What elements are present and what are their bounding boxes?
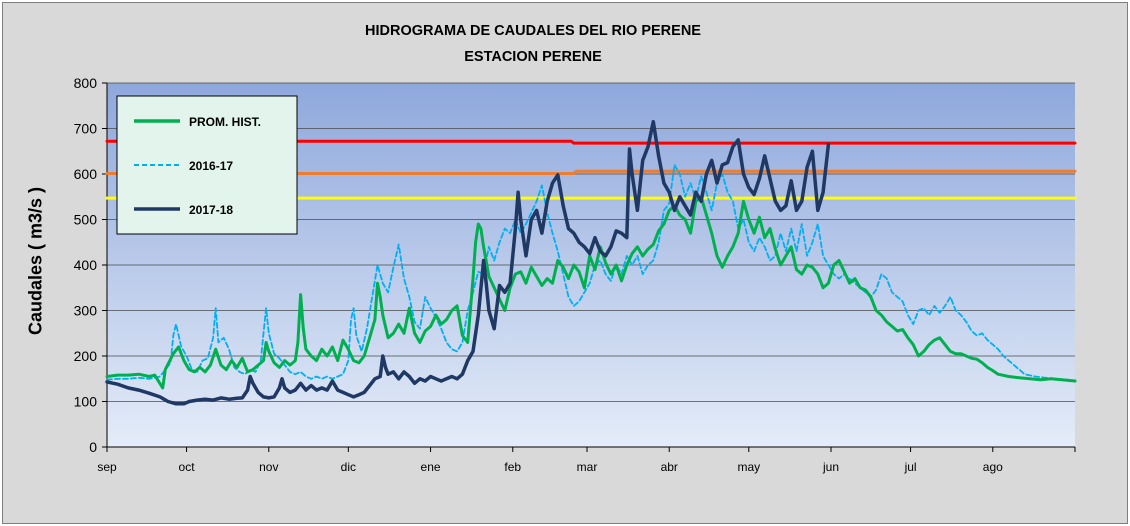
hydrograph-chart: 0 100 200 300 400 500 600 700 800 sep oct nov dic ene… <box>74 75 1077 474</box>
x-tick-label-abr: abr <box>661 460 678 474</box>
x-tick-label-feb: feb <box>504 460 521 474</box>
legend: PROM. HIST. 2016-17 2017-18 <box>116 95 298 235</box>
series-line-prom-hist <box>105 195 1077 390</box>
y-tick-label: 300 <box>74 303 98 319</box>
axes: 0 100 200 300 400 500 600 700 800 sep oct nov dic ene… <box>74 75 1076 474</box>
y-tick-label: 800 <box>74 75 98 91</box>
x-tick-label-dic: dic <box>341 460 356 474</box>
x-tick-label-mar: mar <box>577 460 598 474</box>
x-tick-label-jul: jul <box>904 460 917 474</box>
y-tick-label: 500 <box>74 212 98 228</box>
x-tick-label-jun: jun <box>822 460 839 474</box>
y-tick-label: 600 <box>74 166 98 182</box>
x-tick-label-sep: sep <box>97 460 117 474</box>
x-tick-label-nov: nov <box>259 460 278 474</box>
x-tick-label-ene: ene <box>421 460 441 474</box>
series-line-2017-18 <box>105 119 831 406</box>
y-tick-label: 100 <box>74 394 98 410</box>
y-tick-label: 700 <box>74 121 98 137</box>
chart-title: HIDROGRAMA DE CAUDALES DEL RIO PERENE <box>365 23 701 39</box>
chart-subtitle: ESTACION PERENE <box>464 49 602 65</box>
x-tick-label-ago: ago <box>983 460 1003 474</box>
y-tick-label: 400 <box>74 257 98 273</box>
legend-label: PROM. HIST. <box>189 115 261 129</box>
x-tick-label-oct: oct <box>179 460 196 474</box>
series-line-2016-17 <box>106 164 1076 382</box>
y-tick-label: 0 <box>89 439 97 455</box>
y-tick-label: 200 <box>74 348 98 364</box>
legend-label: 2016-17 <box>189 159 233 173</box>
legend-label: 2017-18 <box>189 203 233 217</box>
x-tick-label-may: may <box>737 460 760 474</box>
series-group <box>105 119 1077 406</box>
threshold-line <box>105 139 1077 145</box>
